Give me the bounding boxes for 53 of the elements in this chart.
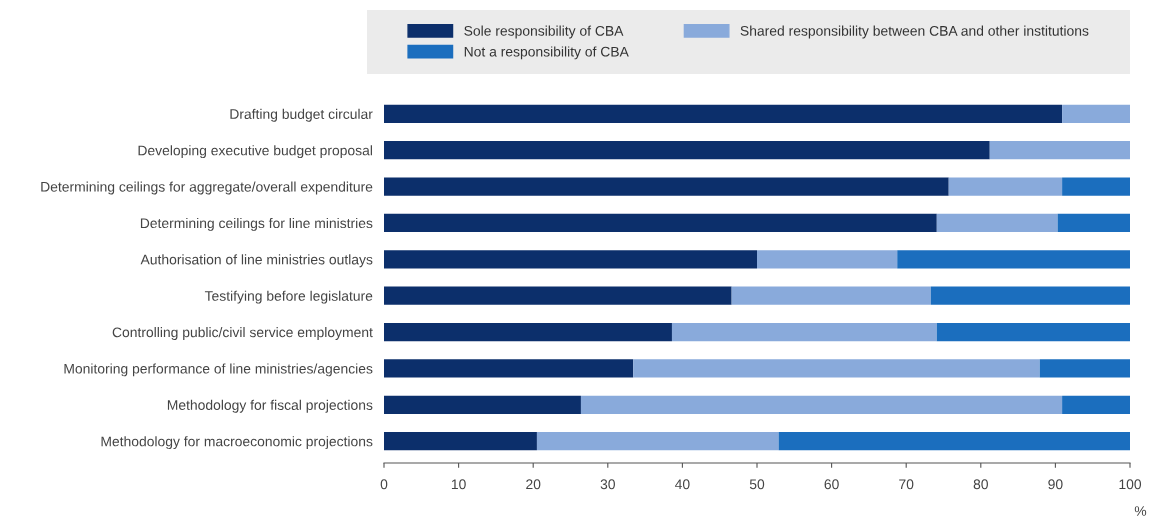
bar [633, 359, 1040, 378]
y-tick-label: Testifying before legislature [204, 290, 373, 304]
legend-label: Not a responsibility of CBA [464, 46, 629, 60]
bar [1062, 177, 1130, 196]
bar [1062, 395, 1130, 414]
x-tick-label: 60 [824, 479, 839, 490]
legend-label: Shared responsibility between CBA and other institutions [740, 25, 1089, 39]
y-tick-label: Monitoring performance of line ministries/agencies [64, 363, 373, 377]
bar [1062, 104, 1130, 123]
y-tick-label: Determining ceilings for line ministries [140, 217, 373, 231]
bar [897, 250, 1130, 269]
bar [384, 141, 990, 160]
x-tick-label: 30 [600, 479, 615, 490]
y-tick-label: Methodology for fiscal projections [167, 399, 373, 413]
y-tick-label: Developing executive budget proposal [138, 145, 372, 159]
bar [1039, 359, 1130, 378]
bar [936, 322, 1130, 342]
bar [384, 359, 634, 378]
y-tick-label: Determining ceilings for aggregate/overall expenditure [41, 181, 373, 195]
bar [384, 432, 537, 451]
bar [580, 395, 1063, 414]
bar [384, 322, 672, 342]
y-tick-label: Drafting budget circular [230, 108, 373, 122]
x-tick-label: 0 [380, 479, 388, 490]
x-tick-label: 80 [973, 479, 988, 490]
bar [384, 213, 937, 233]
bar [384, 250, 757, 269]
legend-label: Sole responsibility of CBA [464, 25, 624, 39]
bar [936, 213, 1058, 233]
x-tick-label: 70 [899, 479, 914, 490]
y-tick-label: Methodology for macroeconomic projections [101, 436, 373, 450]
bar [989, 141, 1130, 160]
bar [731, 286, 931, 305]
bar [1057, 213, 1130, 233]
bar [384, 104, 1063, 123]
bar [384, 177, 949, 196]
bar [757, 250, 898, 269]
bar [930, 286, 1130, 305]
x-tick-label: 40 [675, 479, 690, 490]
x-tick-label: 90 [1048, 479, 1063, 490]
x-tick-label: 10 [451, 479, 466, 490]
y-tick-label: Controlling public/civil service employment [112, 327, 373, 340]
x-tick-label: 20 [526, 479, 541, 490]
bar [536, 432, 779, 451]
bar [778, 432, 1130, 451]
x-tick-label: 50 [749, 479, 765, 490]
x-tick-label: 100 [1119, 479, 1142, 490]
bar [671, 322, 937, 342]
y-tick-label: Authorisation of line ministries outlays [140, 254, 373, 268]
bar [384, 286, 732, 305]
x-axis-title: % [1134, 506, 1147, 516]
bar [948, 177, 1063, 196]
bar [384, 395, 581, 414]
